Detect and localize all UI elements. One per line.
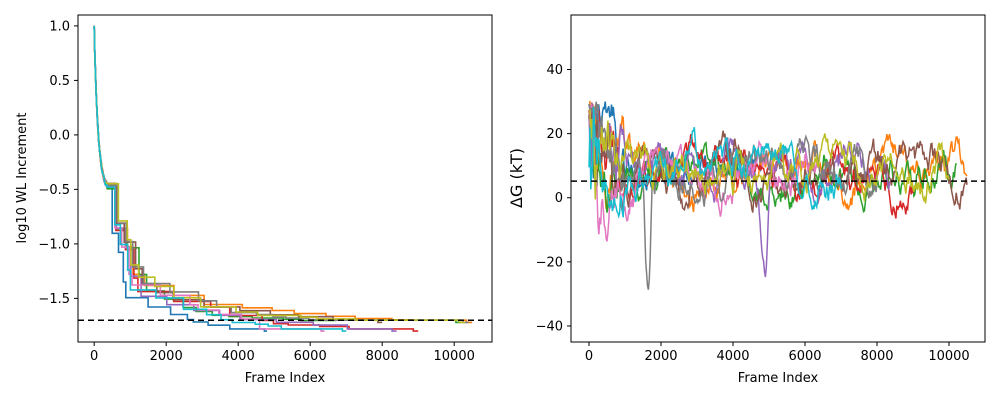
left-x-axis-label: Frame Index [245,371,326,386]
x-tick-label: 4000 [222,349,255,364]
x-tick-label: 6000 [788,349,821,364]
y-tick-label: −20 [536,255,563,270]
y-tick-label: −0.5 [38,183,70,198]
left-panel: 0 2000 4000 6000 8000 10000 1.0 0.5 0.0 −0.5 −1.0… [15,14,493,386]
right-y-axis-label: ΔG (kT) [507,148,526,208]
x-tick-label: 2000 [644,349,677,364]
x-tick-label: 8000 [366,349,399,364]
y-tick-label: 0.0 [49,128,70,143]
x-tick-label: 0 [585,349,593,364]
y-tick-label: −1.0 [38,237,70,252]
x-tick-label: 4000 [716,349,749,364]
y-tick-label: 1.0 [49,19,70,34]
y-tick-label: −40 [536,319,563,334]
right-plot-frame [570,14,986,343]
left-plot-frame [77,14,493,343]
x-tick-label: 6000 [294,349,327,364]
y-tick-label: 20 [546,127,563,142]
x-tick-label: 10000 [928,349,969,364]
y-tick-label: −1.5 [38,292,70,307]
y-tick-label: 0 [555,191,563,206]
x-tick-label: 8000 [860,349,893,364]
series-line [93,25,347,332]
x-tick-label: 0 [90,349,98,364]
right-x-axis-label: Frame Index [738,371,819,386]
right-y-ticks: 40 20 0 −20 −40 [536,63,571,334]
y-tick-label: 0.5 [49,74,70,89]
x-tick-label: 10000 [434,349,475,364]
right-x-ticks: 0 2000 4000 6000 8000 10000 [585,342,970,364]
left-x-ticks: 0 2000 4000 6000 8000 10000 [90,342,475,364]
right-panel: 0 2000 4000 6000 8000 10000 40 20 0 −20 −40 Frame… [507,14,986,386]
x-tick-label: 2000 [150,349,183,364]
left-series-group [93,25,473,332]
left-y-axis-label: log10 WL Increment [15,113,30,244]
left-y-ticks: 1.0 0.5 0.0 −0.5 −1.0 −1.5 [38,19,78,307]
series-line [588,106,842,219]
y-tick-label: 40 [546,63,563,78]
series-line [588,109,950,204]
